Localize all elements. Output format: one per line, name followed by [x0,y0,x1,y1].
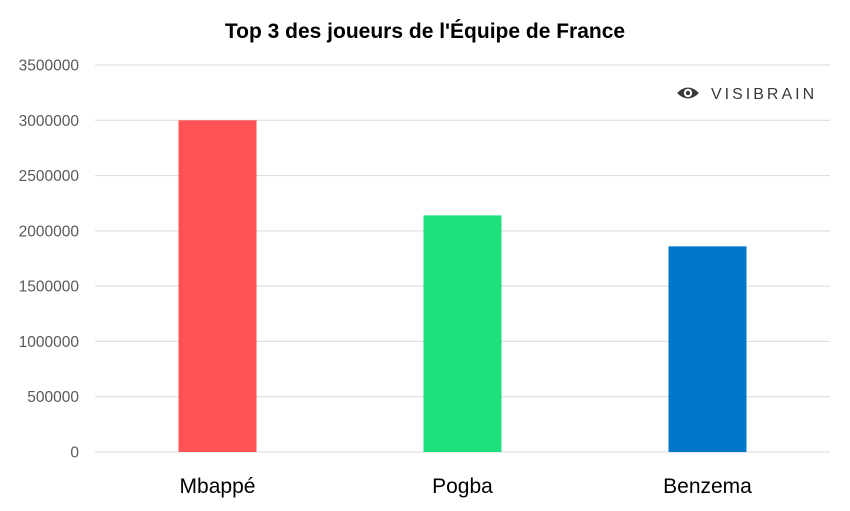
y-tick-label: 2000000 [19,223,80,240]
y-tick-label: 500000 [27,389,79,406]
watermark-text: VISIBRAIN [711,86,817,103]
chart-title: Top 3 des joueurs de l'Équipe de France [225,20,625,43]
y-tick-label: 2500000 [19,168,80,185]
x-tick-label: Pogba [432,475,493,498]
y-tick-label: 1500000 [19,279,80,296]
bar-pogba [423,215,502,452]
y-tick-label: 3000000 [19,113,80,130]
x-axis-ticks: Mbappé Pogba Benzema [180,475,753,498]
bar-mbappe [178,120,257,453]
watermark: VISIBRAIN [677,86,817,103]
x-tick-label: Benzema [663,475,752,498]
bars [178,120,747,453]
x-tick-label: Mbappé [180,475,256,498]
y-axis-ticks: 0 500000 1000000 1500000 2000000 2500000 30000… [19,58,80,462]
y-tick-label: 0 [70,445,79,462]
eye-icon [677,87,699,99]
y-tick-label: 1000000 [19,334,80,351]
y-tick-label: 3500000 [19,58,80,75]
bar-benzema [668,246,747,452]
